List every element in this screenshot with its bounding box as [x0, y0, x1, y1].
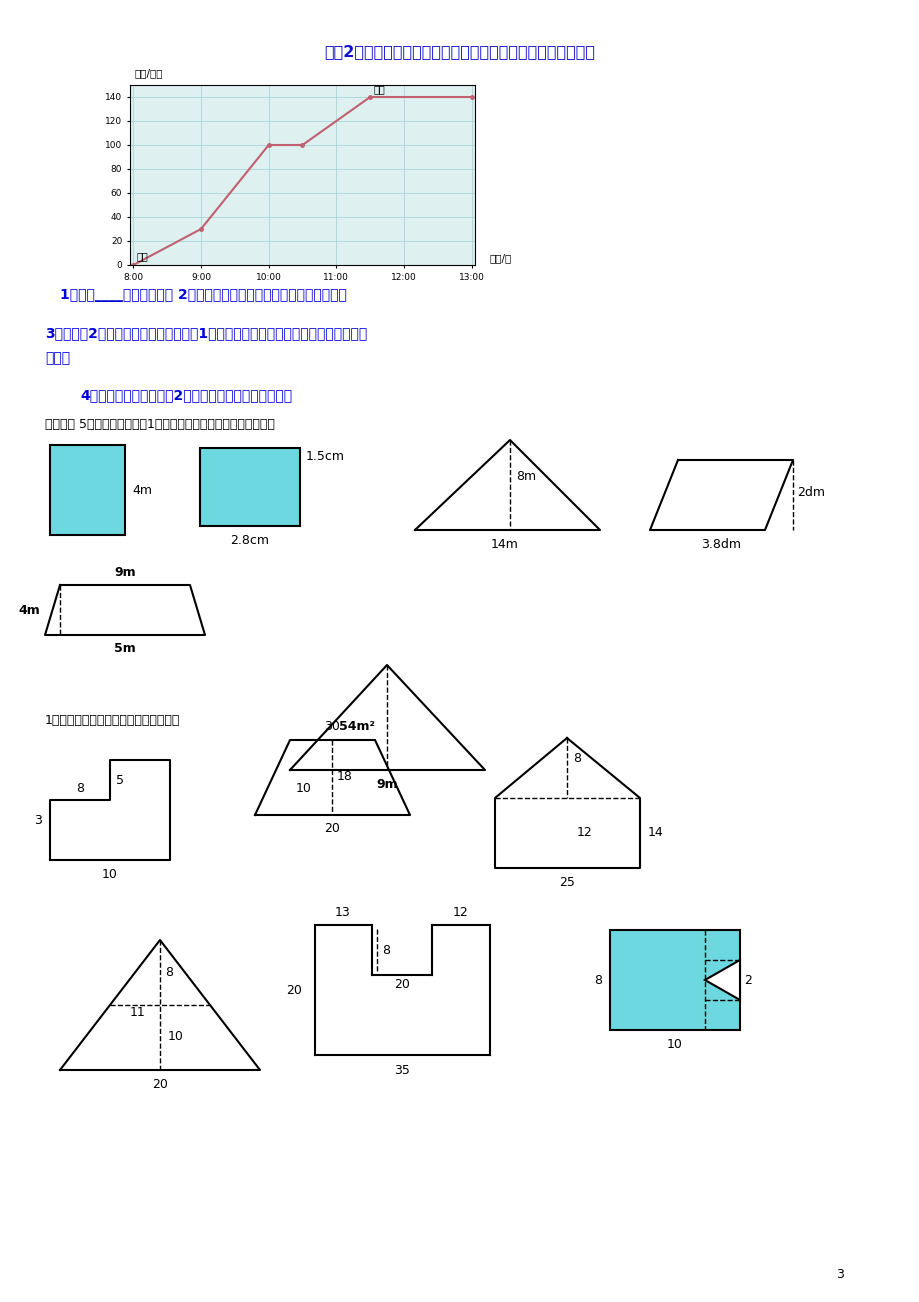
Text: 学校: 学校	[137, 251, 148, 262]
Text: 12: 12	[453, 905, 469, 918]
Text: 10: 10	[102, 867, 118, 880]
Text: 最快？: 最快？	[45, 352, 70, 365]
Text: 9m: 9m	[376, 779, 397, 792]
Bar	[609, 930, 739, 1030]
Text: 8m: 8m	[516, 470, 536, 483]
Text: 20: 20	[286, 983, 301, 996]
Text: 3.8dm: 3.8dm	[700, 538, 740, 551]
Text: 35: 35	[393, 1064, 410, 1077]
Text: 20: 20	[393, 979, 410, 992]
Text: 3、汽车前2时的平均速度是多少？最后1时的平均速度是多少？哪个时间段汽车行驶: 3、汽车前2时的平均速度是多少？最后1时的平均速度是多少？哪个时间段汽车行驶	[45, 326, 367, 340]
Text: 25: 25	[559, 875, 574, 888]
Text: 12: 12	[576, 827, 592, 840]
Text: 18: 18	[336, 771, 353, 784]
Text: 时间/时: 时间/时	[490, 253, 512, 263]
Bar	[50, 445, 125, 535]
Text: 9m: 9m	[114, 566, 136, 579]
Text: 8: 8	[165, 966, 173, 979]
Bar	[199, 448, 300, 526]
Text: 8: 8	[573, 751, 581, 764]
Text: 20: 20	[323, 823, 339, 836]
Text: 3: 3	[835, 1268, 843, 1281]
Text: 8: 8	[381, 944, 390, 957]
Text: 8: 8	[594, 974, 601, 987]
Text: 长城: 长城	[373, 85, 385, 95]
Text: 2dm: 2dm	[796, 486, 824, 499]
Text: 54m²: 54m²	[338, 720, 375, 733]
Text: 5m: 5m	[114, 642, 136, 655]
Text: 20: 20	[152, 1078, 168, 1091]
Text: 1、一般组合图形的面积（单位：厘米）: 1、一般组合图形的面积（单位：厘米）	[45, 713, 180, 727]
Text: 14: 14	[647, 827, 663, 840]
Text: 10: 10	[296, 783, 312, 796]
Text: 五（2）班同学乘车去长城，从学校到长城的行程情况如下图。: 五（2）班同学乘车去长城，从学校到长城的行程情况如下图。	[324, 44, 595, 60]
Text: 路程/千米: 路程/千米	[135, 68, 164, 78]
Text: 一、计算 5、图形面积计算（1）单一图形面积计算（单位：厘米）: 一、计算 5、图形面积计算（1）单一图形面积计算（单位：厘米）	[45, 418, 275, 431]
Text: 3: 3	[34, 814, 42, 827]
Text: 2: 2	[743, 974, 751, 987]
Text: 10: 10	[666, 1039, 682, 1052]
Polygon shape	[704, 960, 739, 1000]
Text: 14m: 14m	[491, 539, 518, 552]
Text: 2.8cm: 2.8cm	[231, 534, 269, 547]
Text: 10: 10	[168, 1030, 184, 1043]
Text: 4m: 4m	[131, 483, 152, 496]
Text: 30: 30	[323, 720, 339, 733]
Text: 13: 13	[335, 905, 350, 918]
Text: 5: 5	[116, 773, 124, 786]
Text: 8: 8	[76, 781, 84, 794]
Text: 1.5cm: 1.5cm	[306, 449, 345, 462]
Text: 4、请你用语言描述五（2）班乘车去长城的行程情况。: 4、请你用语言描述五（2）班乘车去长城的行程情况。	[80, 388, 292, 402]
Text: 11: 11	[130, 1006, 146, 1019]
Text: 4m: 4m	[18, 604, 40, 617]
Text: 1、经过____时到达长城。 2、哪个时间段停车休息？休息了多长时间？: 1、经过____时到达长城。 2、哪个时间段停车休息？休息了多长时间？	[60, 288, 346, 302]
